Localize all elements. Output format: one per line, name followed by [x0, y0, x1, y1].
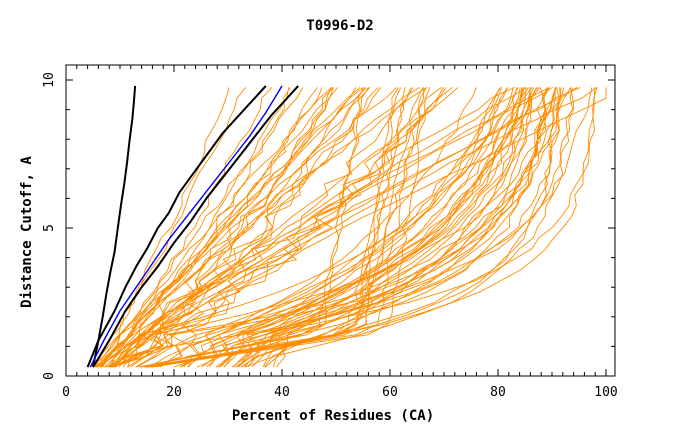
- model-curve-13: [92, 87, 397, 368]
- model-curve-45: [136, 87, 557, 368]
- x-tick-label: 40: [274, 385, 290, 400]
- chart-title: T0996-D2: [306, 18, 373, 34]
- model-curve-33: [138, 87, 369, 368]
- series-line-2: [92, 85, 299, 368]
- model-curve-71: [272, 87, 531, 368]
- series-line-1: [86, 85, 267, 368]
- x-tick-label: 80: [490, 385, 506, 400]
- axes: 0 20 40 60 80 100 0 5 10: [42, 65, 618, 400]
- model-curve-85: [127, 87, 447, 368]
- model-lines: [92, 86, 607, 368]
- series-line-3: [89, 85, 283, 368]
- model-curve-19: [100, 87, 428, 368]
- model-curve-72: [264, 87, 556, 368]
- series-line-0: [92, 85, 137, 368]
- y-tick-label: 5: [42, 224, 57, 232]
- model-curve-6: [107, 87, 367, 368]
- model-curve-83: [113, 87, 357, 368]
- y-axis-label: Distance Cutoff, A: [19, 156, 35, 308]
- model-curve-35: [188, 87, 524, 368]
- model-curve-64: [135, 87, 548, 368]
- model-curve-63: [251, 87, 556, 368]
- model-curve-68: [275, 87, 598, 368]
- model-curve-11: [111, 87, 273, 368]
- plot-frame: [65, 64, 616, 377]
- model-curve-15: [97, 87, 304, 368]
- model-curve-86: [130, 87, 442, 368]
- model-curve-10: [104, 87, 323, 368]
- model-curve-54: [243, 87, 549, 368]
- model-curve-49: [173, 87, 529, 368]
- model-curve-79: [100, 87, 291, 368]
- x-axis-label: Percent of Residues (CA): [232, 408, 434, 424]
- model-curve-42: [196, 87, 593, 368]
- model-curve-80: [115, 87, 318, 368]
- y-tick-label: 10: [42, 72, 57, 88]
- model-curve-23: [112, 87, 607, 368]
- model-curve-58: [201, 87, 501, 368]
- model-curve-74: [105, 87, 334, 368]
- y-tick-label: 0: [42, 372, 57, 380]
- x-tick-label: 0: [62, 385, 70, 400]
- x-tick-label: 100: [594, 385, 617, 400]
- model-curve-70: [237, 87, 535, 368]
- model-curve-25: [146, 87, 425, 368]
- model-curve-9: [94, 87, 364, 368]
- model-curve-36: [180, 87, 477, 368]
- model-curve-65: [241, 87, 560, 368]
- model-curve-17: [101, 87, 420, 368]
- model-curve-12: [95, 87, 230, 368]
- model-curve-8: [113, 87, 578, 368]
- model-curve-30: [145, 87, 402, 368]
- x-tick-label: 60: [382, 385, 398, 400]
- model-curve-27: [140, 87, 365, 368]
- model-curve-82: [118, 87, 414, 368]
- model-curve-53: [223, 87, 572, 368]
- model-curve-87: [109, 87, 332, 368]
- model-curve-73: [244, 87, 574, 368]
- model-curve-21: [96, 86, 550, 368]
- model-curve-55: [183, 87, 544, 368]
- highlight-lines: [86, 85, 299, 368]
- model-curve-48: [187, 87, 518, 368]
- model-curve-78: [109, 87, 338, 368]
- model-curve-52: [247, 87, 514, 368]
- model-curve-39: [156, 87, 565, 368]
- model-curve-60: [216, 87, 519, 368]
- model-curve-66: [237, 87, 523, 368]
- model-curve-40: [224, 87, 533, 368]
- model-curve-37: [232, 87, 596, 368]
- model-curve-69: [234, 87, 541, 368]
- model-curve-22: [99, 87, 459, 368]
- model-curve-51: [208, 87, 527, 368]
- x-tick-label: 20: [166, 385, 182, 400]
